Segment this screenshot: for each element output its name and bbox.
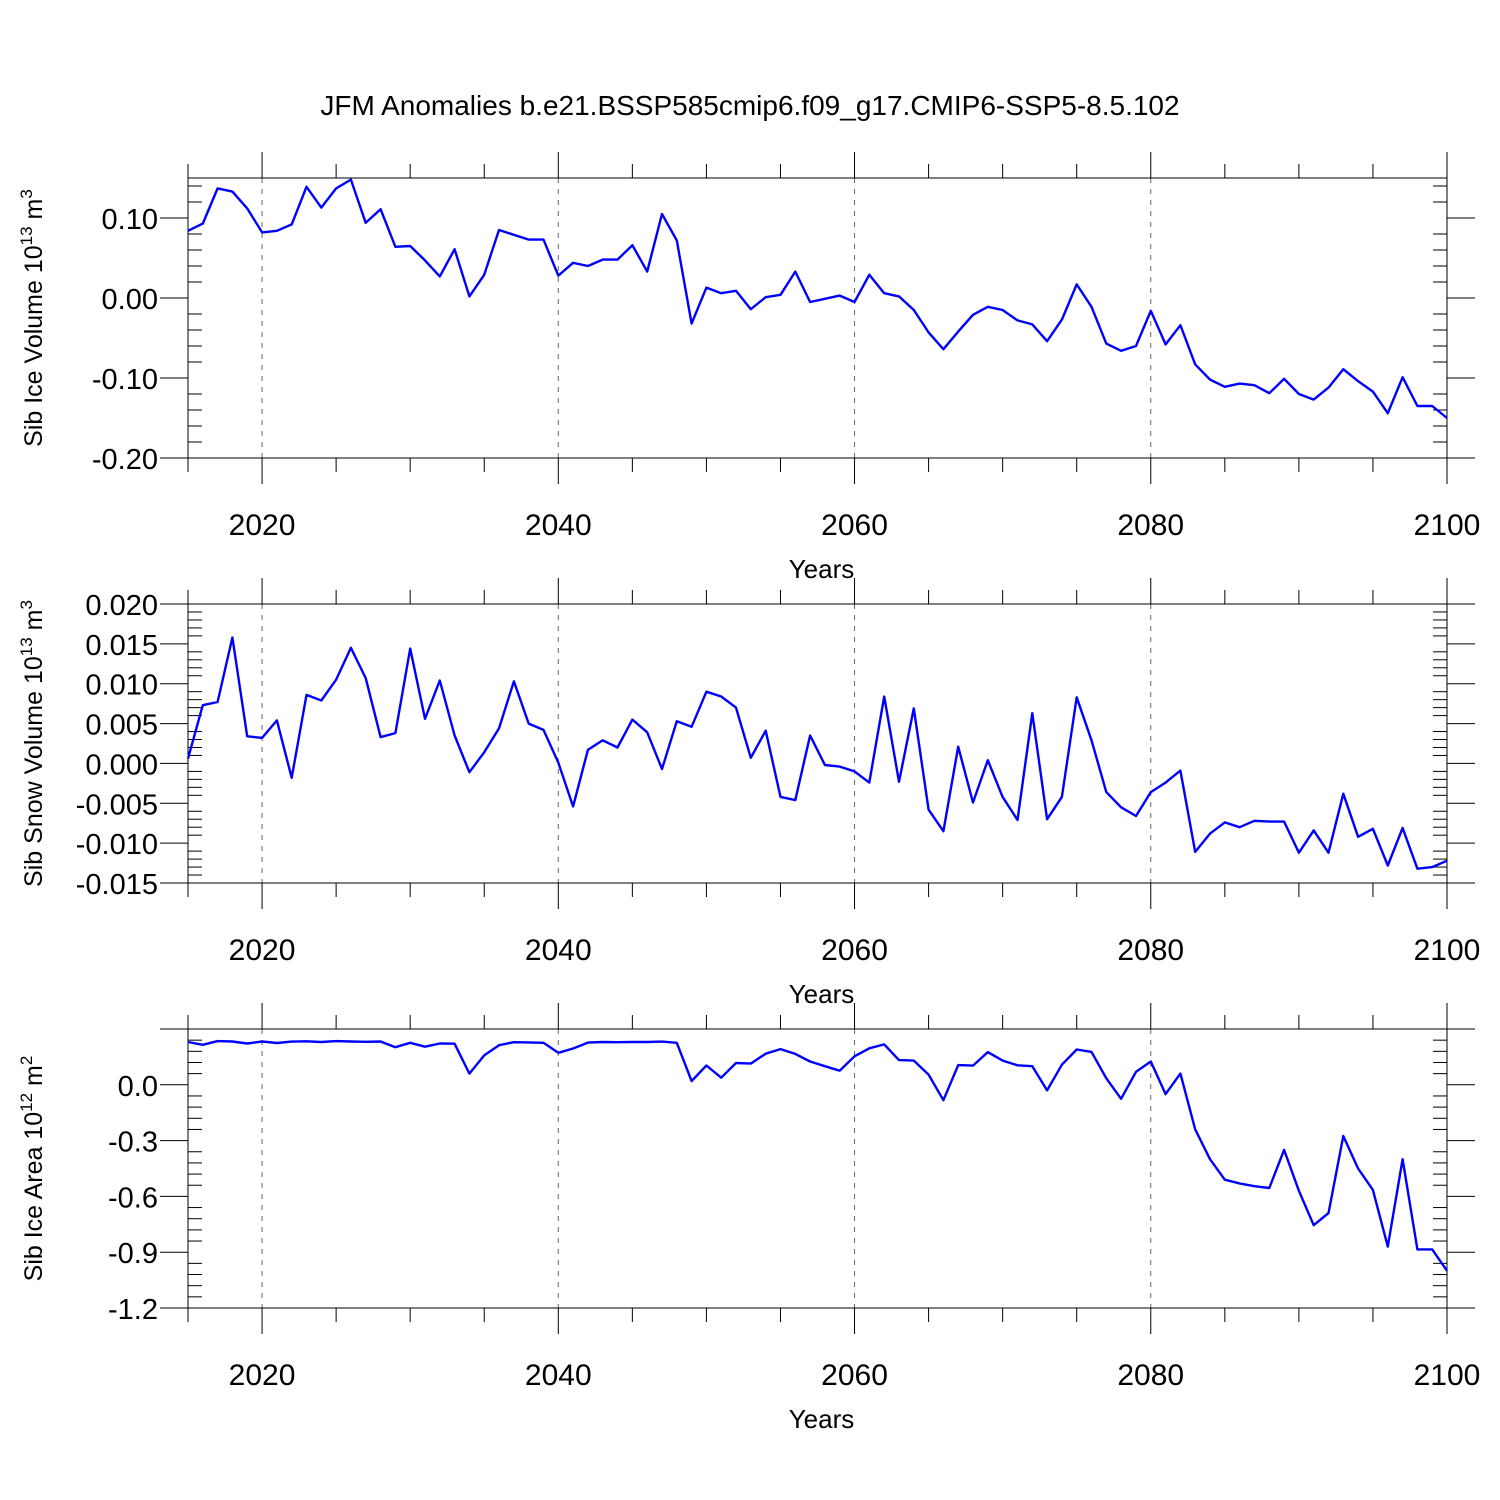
y-axis-label-exponent: 13: [17, 226, 36, 245]
series-line-ice-volume: [187, 178, 1448, 419]
x-tick-label-1: 2040: [525, 509, 592, 542]
plot-frame: [187, 177, 1448, 459]
y-tick-label-7: -0.015: [76, 869, 158, 901]
x-tick-label-4: 2100: [1414, 509, 1481, 542]
x-tick-label-0: 2020: [229, 1359, 296, 1392]
x-axis-label: Years: [789, 979, 855, 1009]
panel-ice-area: 2020 2040 2060 2080 2100 Years 0.0 -0.3 -0.6 -0.9…: [17, 1003, 1480, 1434]
x-axis-label: Years: [789, 554, 855, 584]
y-tick-label-4: -1.2: [108, 1294, 158, 1326]
y-axis-label-exponent: 13: [17, 637, 36, 656]
y-axis-label-text: m: [20, 610, 48, 638]
y-tick-label-5: -0.005: [76, 789, 158, 821]
plot-frame: [187, 1028, 1448, 1309]
y-tick-label-2: -0.10: [92, 364, 158, 396]
y-tick-label-3: -0.20: [92, 444, 158, 476]
chart-title: JFM Anomalies b.e21.BSSP585cmip6.f09_g17…: [320, 90, 1179, 121]
y-axis-label-text: m: [20, 199, 48, 227]
series-line-snow-volume: [186, 636, 1448, 870]
x-tick-label-1: 2040: [525, 1359, 592, 1392]
x-tick-label-1: 2040: [525, 934, 592, 967]
y-axis-label-text: Sib Snow Volume 10: [20, 656, 48, 887]
x-tick-label-3: 2080: [1117, 509, 1184, 542]
x-tick-label-0: 2020: [229, 934, 296, 967]
series-line-ice-area: [187, 1039, 1448, 1272]
y-axis-label-exponent: 12: [17, 1093, 36, 1112]
y-axis-label-exponent: 3: [17, 600, 36, 609]
y-axis-label: Sib Ice Area 1012 m2: [17, 1056, 48, 1282]
y-tick-label-0: 0.020: [85, 590, 158, 622]
y-axis-label-exponent: 2: [17, 1056, 36, 1065]
x-tick-label-3: 2080: [1117, 934, 1184, 967]
panel-ice-volume: 2020 2040 2060 2080 2100 Years 0.10 0.00 -0.10 -0…: [17, 152, 1480, 584]
y-tick-label-0: 0.10: [102, 204, 158, 236]
y-tick-label-3: -0.9: [108, 1238, 158, 1270]
y-axis-label: Sib Ice Volume 1013 m3: [17, 189, 48, 447]
y-tick-label-2: 0.010: [85, 670, 158, 702]
x-tick-label-4: 2100: [1414, 934, 1481, 967]
y-tick-label-3: 0.005: [85, 710, 158, 742]
x-tick-label-3: 2080: [1117, 1359, 1184, 1392]
y-tick-label-1: 0.00: [102, 284, 158, 316]
x-axis-label: Years: [789, 1404, 855, 1434]
y-axis-label-text: m: [20, 1065, 48, 1093]
y-tick-label-6: -0.010: [76, 829, 158, 861]
y-tick-label-1: -0.3: [108, 1127, 158, 1159]
y-axis-label-exponent: 3: [17, 189, 36, 198]
y-axis-label-text: Sib Ice Volume 10: [20, 245, 48, 447]
y-tick-label-0: 0.0: [118, 1071, 158, 1103]
panel-snow-volume: 2020 2040 2060 2080 2100 Years 0.020 0.015 0.010…: [17, 578, 1480, 1009]
x-tick-label-4: 2100: [1414, 1359, 1481, 1392]
y-axis-label-text: Sib Ice Area 10: [20, 1112, 48, 1282]
x-tick-label-2: 2060: [821, 1359, 888, 1392]
y-tick-label-1: 0.015: [85, 630, 158, 662]
y-axis-label: Sib Snow Volume 1013 m3: [17, 600, 48, 887]
y-tick-label-2: -0.6: [108, 1182, 158, 1214]
x-tick-label-2: 2060: [821, 934, 888, 967]
x-tick-label-0: 2020: [229, 509, 296, 542]
y-tick-label-4: 0.000: [85, 749, 158, 781]
plot-frame: [187, 603, 1448, 884]
x-tick-label-2: 2060: [821, 509, 888, 542]
